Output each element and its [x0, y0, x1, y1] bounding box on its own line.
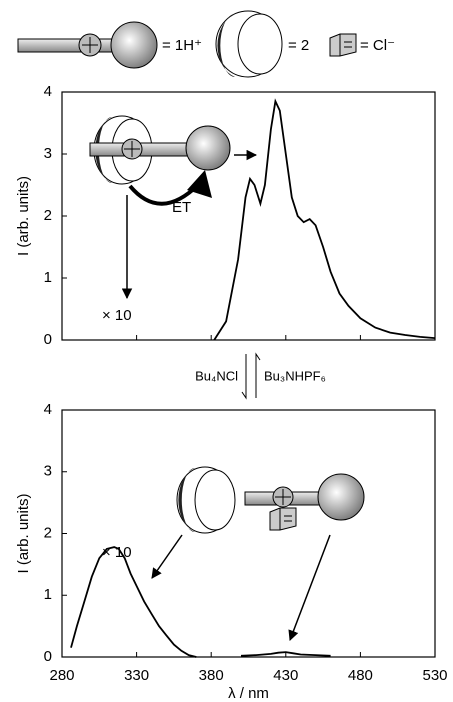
y-tick-label: 1	[44, 586, 52, 603]
y-tick-label: 0	[44, 331, 52, 348]
y-tick-label: 0	[44, 648, 52, 665]
y-tick-label: 2	[44, 207, 52, 224]
x-tick-label: 480	[348, 667, 373, 684]
x-axis-label: λ / nm	[228, 685, 269, 702]
complex-drawing	[151, 466, 365, 641]
y-tick-label: 2	[44, 524, 52, 541]
y-tick-label: 1	[44, 269, 52, 286]
equilibrium-label: Bu₄NCl	[195, 368, 238, 383]
equilibrium: Bu₄NCl Bu₃NHPF₆	[195, 352, 326, 400]
legend: = 1H⁺ = 2 = Cl⁻	[17, 10, 395, 78]
x-tick-label: 330	[124, 667, 149, 684]
x-tick-label: 380	[199, 667, 224, 684]
y-tick-label: 4	[44, 401, 52, 418]
x-tick-label: 280	[49, 667, 74, 684]
legend-text: = Cl⁻	[360, 37, 395, 54]
spectrum-line	[70, 546, 331, 658]
annotation: × 10	[102, 544, 132, 561]
legend-text: = 2	[288, 37, 309, 54]
x-tick-label: 430	[273, 667, 298, 684]
annotation: ET	[172, 199, 191, 216]
y-axis-label: I (arb. units)	[15, 176, 32, 256]
equilibrium-label: Bu₃NHPF₆	[264, 368, 326, 383]
x-tick-label: 530	[422, 667, 447, 684]
plot-frame	[61, 409, 436, 658]
spectrum-line	[213, 98, 436, 341]
complex-drawing	[89, 115, 258, 300]
y-tick-label: 3	[44, 463, 52, 480]
annotation: × 10	[102, 307, 132, 324]
legend-text: = 1H⁺	[162, 37, 202, 54]
y-tick-label: 3	[44, 145, 52, 162]
y-axis-label: I (arb. units)	[15, 493, 32, 573]
y-tick-label: 4	[44, 83, 52, 100]
